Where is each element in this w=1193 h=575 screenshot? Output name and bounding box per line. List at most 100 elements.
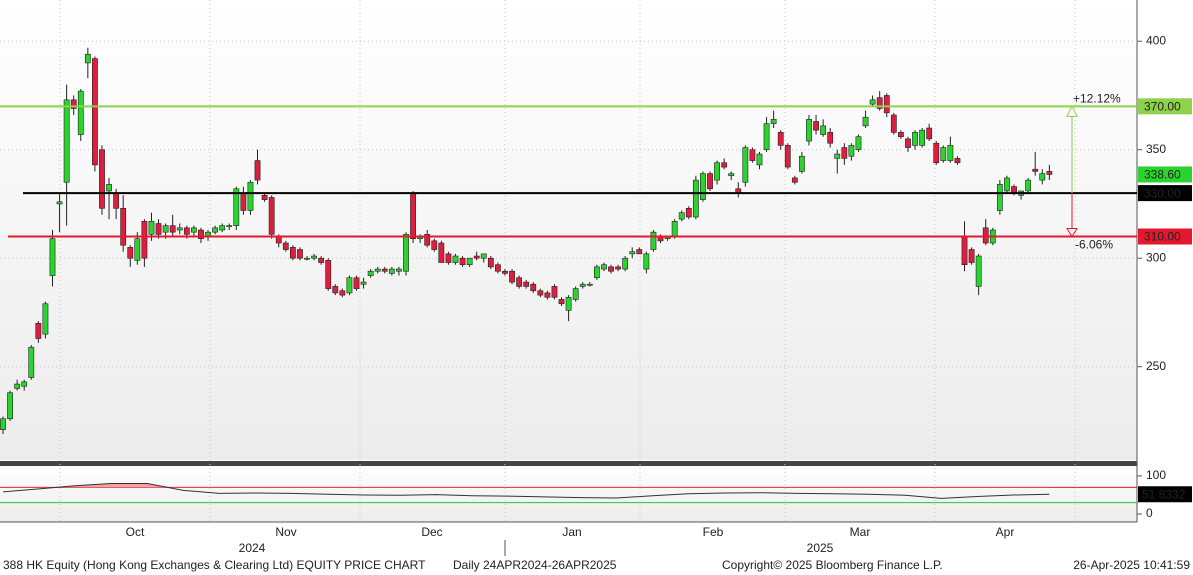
candle-body	[820, 125, 827, 135]
year-label: 2024	[239, 541, 266, 555]
candle-body	[84, 53, 91, 64]
level-label-box	[1138, 228, 1192, 245]
candle-body	[862, 116, 869, 127]
candle-body	[261, 194, 268, 200]
candle-body	[721, 162, 728, 168]
candle-body	[99, 149, 105, 209]
candle-body	[537, 290, 544, 296]
candle-body	[615, 266, 621, 270]
annotation: +12.12%	[1073, 91, 1121, 105]
candle-body	[92, 58, 98, 166]
candle-body	[890, 114, 897, 133]
x-tick-label: Apr	[996, 525, 1015, 539]
candle-body	[940, 147, 947, 161]
chart-title: 388 HK Equity (Hong Kong Exchanges & Cle…	[3, 558, 426, 572]
candle-body	[424, 234, 431, 246]
candle-body	[77, 90, 84, 135]
candle-body	[572, 288, 579, 300]
candle-body	[742, 147, 749, 183]
candle-body	[176, 227, 183, 231]
candle-body	[49, 238, 56, 276]
candle-body	[551, 286, 558, 298]
candle-body	[502, 270, 508, 274]
candle-body	[339, 290, 346, 296]
candle-body	[897, 132, 904, 137]
candle-body	[912, 132, 918, 146]
y-tick-label: 250	[1146, 359, 1166, 373]
candle-body	[452, 255, 459, 263]
candle-body	[509, 270, 515, 283]
candle-body	[848, 145, 855, 157]
candle-body	[268, 197, 275, 235]
down-arrow-head	[1066, 228, 1078, 238]
candle-body	[770, 119, 777, 124]
candle-body	[678, 212, 685, 220]
candle-body	[212, 227, 218, 233]
candle-body	[134, 238, 141, 261]
x-tick-label: Feb	[703, 525, 724, 539]
y-tick-label: 350	[1146, 142, 1166, 156]
panel-separator	[0, 461, 1137, 466]
candle-body	[629, 251, 636, 255]
candle-body	[155, 223, 162, 235]
candle-body	[56, 201, 63, 205]
candle-body	[926, 127, 933, 140]
candle-body	[1046, 171, 1053, 175]
candle-body	[855, 136, 862, 151]
candle-body	[586, 283, 593, 286]
candle-body	[35, 323, 42, 339]
candle-body	[14, 383, 21, 389]
candle-body	[643, 253, 650, 270]
candle-body	[608, 266, 614, 272]
level-label-box	[1138, 98, 1192, 115]
candle-body	[311, 255, 317, 259]
rsi-last-label: 51.8332	[1142, 487, 1186, 501]
candle-body	[42, 303, 49, 335]
candle-body	[869, 99, 876, 105]
candle-body	[289, 247, 296, 259]
candle-body	[1004, 177, 1010, 192]
level-label: 310.00	[1144, 230, 1181, 244]
candle-body	[806, 119, 812, 142]
candle-body	[834, 153, 841, 159]
y-tick-label: 300	[1146, 250, 1166, 264]
candle-body	[459, 257, 466, 266]
candle-body	[247, 181, 254, 211]
up-arrow-head	[1066, 105, 1078, 117]
candle-body	[120, 208, 127, 246]
copyright: Copyright© 2025 Bloomberg Finance L.P.	[722, 558, 943, 572]
candle-body	[905, 138, 911, 148]
candle-body	[1039, 173, 1046, 181]
candle-body	[700, 173, 706, 200]
level-label: 330.00	[1144, 186, 1181, 200]
candle-body	[473, 255, 480, 259]
candle-body	[304, 257, 310, 260]
candle-body	[254, 160, 261, 181]
candle-body	[622, 257, 629, 270]
candle-body	[494, 264, 501, 272]
candle-body	[982, 227, 989, 244]
candle-body	[777, 132, 784, 146]
candle-body	[692, 179, 699, 218]
candle-body	[198, 229, 204, 239]
candle-body	[240, 192, 247, 211]
candle-body	[219, 225, 226, 231]
candle-body	[876, 97, 883, 109]
candle-body	[410, 192, 416, 239]
candle-body	[374, 268, 381, 272]
candle-body	[480, 253, 487, 259]
candle-body	[127, 247, 134, 259]
annotation: -6.06%	[1075, 238, 1113, 252]
last-price-label: 338.60	[1144, 168, 1181, 182]
x-tick-label: Jan	[562, 525, 581, 539]
candle-body	[975, 255, 982, 287]
candle-body	[360, 281, 367, 285]
candle-body	[763, 123, 770, 151]
candle-body	[827, 132, 834, 144]
candle-body	[714, 162, 720, 181]
candle-body	[579, 283, 586, 287]
candle-body	[332, 286, 339, 294]
candle-body	[601, 264, 607, 270]
x-tick-label: Oct	[126, 525, 145, 539]
candle-body	[954, 158, 961, 164]
